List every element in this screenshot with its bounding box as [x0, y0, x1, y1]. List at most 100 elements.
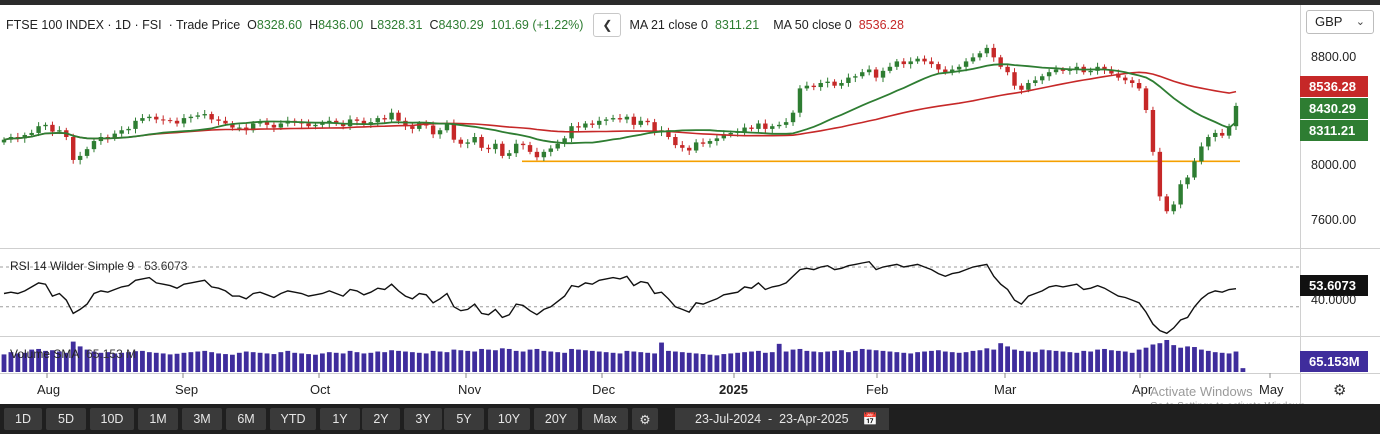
range-settings-gear-icon[interactable]: ⚙: [632, 408, 658, 430]
volume-bar-25: [174, 353, 180, 372]
volume-bar-108: [749, 351, 754, 372]
candle-body-22: [154, 116, 159, 120]
volume-bar-156: [1081, 350, 1087, 372]
month-label-aug: Aug: [37, 382, 61, 397]
rsi-value-tag: 53.6073: [1300, 275, 1368, 296]
volume-bar-22: [153, 352, 159, 372]
candle-body-175: [1213, 132, 1218, 137]
candle-body-159: [1102, 66, 1107, 70]
candle-body-72: [500, 143, 505, 156]
currency-select[interactable]: GBP ⌄: [1306, 10, 1374, 34]
candle-body-139: [963, 61, 969, 67]
price-chart[interactable]: [0, 0, 1380, 404]
volume-bar-133: [922, 351, 927, 372]
candle-body-44: [306, 123, 311, 127]
volume-bar-88: [610, 352, 616, 372]
candle-body-81: [562, 138, 567, 144]
volume-bar-150: [1039, 349, 1045, 372]
volume-bar-81: [562, 352, 568, 372]
volume-bar-11: [77, 346, 83, 372]
candle-body-13: [91, 141, 97, 150]
candle-body-168: [1164, 196, 1169, 212]
volume-bar-40: [278, 352, 284, 372]
volume-bar-121: [839, 350, 844, 372]
volume-bar-153: [1060, 351, 1066, 372]
volume-bar-38: [264, 353, 270, 372]
volume-bar-54: [375, 351, 381, 372]
range-5y-button[interactable]: 5Y: [444, 408, 484, 430]
candle-body-143: [991, 47, 996, 58]
range-6m-button[interactable]: 6M: [226, 408, 266, 430]
volume-sma-value: 65.153 M: [86, 347, 137, 361]
volume-bar-168: [1164, 340, 1170, 372]
volume-bar-84: [582, 350, 588, 372]
candle-body-160: [1109, 69, 1114, 74]
candle-body-172: [1192, 161, 1197, 178]
volume-bar-122: [846, 352, 851, 372]
candle-body-39: [271, 124, 277, 128]
candle-body-119: [825, 81, 830, 83]
candle-body-59: [410, 126, 415, 129]
volume-bar-68: [472, 351, 478, 372]
volume-bar-163: [1129, 352, 1135, 372]
low-label: L: [370, 18, 378, 32]
candle-body-97: [673, 137, 678, 146]
volume-bar-80: [555, 352, 561, 372]
candle-body-104: [721, 134, 727, 139]
candle-body-133: [922, 58, 927, 62]
candle-body-10: [71, 137, 76, 160]
month-label-dec: Dec: [592, 382, 616, 397]
candle-body-23: [160, 119, 166, 121]
rsi-legend: RSI 14 Wilder Simple 9 53.6073: [10, 259, 187, 273]
chevron-left-icon[interactable]: ❮: [593, 13, 622, 37]
volume-bar-94: [652, 353, 658, 372]
volume-bar-173: [1198, 349, 1204, 372]
month-label-nov: Nov: [458, 382, 482, 397]
range-1y-button[interactable]: 1Y: [320, 408, 360, 430]
candle-body-5: [36, 126, 41, 133]
volume-bar-48: [333, 352, 339, 372]
range-10d-button[interactable]: 10D: [90, 408, 134, 430]
gear-icon[interactable]: ⚙: [1333, 382, 1347, 399]
candle-body-78: [541, 151, 547, 158]
range-max-button[interactable]: Max: [582, 408, 628, 430]
calendar-icon[interactable]: 📅: [862, 412, 878, 426]
range-3m-button[interactable]: 3M: [182, 408, 222, 430]
range-5d-button[interactable]: 5D: [46, 408, 86, 430]
volume-bar-120: [832, 350, 837, 372]
volume-bar-7: [50, 350, 55, 372]
candle-body-70: [486, 147, 491, 150]
range-3y-button[interactable]: 3Y: [404, 408, 442, 430]
ma21-value: 8311.21: [714, 18, 760, 32]
open-label: O: [247, 18, 257, 32]
volume-value-tag: 65.153M: [1300, 351, 1368, 372]
volume-bar-136: [942, 351, 948, 372]
candle-body-90: [624, 116, 630, 120]
candle-body-126: [873, 69, 879, 78]
volume-bar-3: [22, 352, 28, 372]
volume-bar-174: [1205, 350, 1211, 372]
volume-bar-43: [299, 353, 305, 372]
candle-body-11: [77, 155, 83, 160]
volume-bar-21: [146, 352, 152, 372]
volume-bar-74: [513, 350, 519, 372]
rsi-level-tick: 40.0000: [1311, 293, 1357, 307]
range-2y-button[interactable]: 2Y: [362, 408, 400, 430]
candle-body-130: [901, 61, 906, 65]
candle-body-152: [1053, 69, 1059, 73]
date-range-picker[interactable]: 23-Jul-2024 - 23-Apr-2025 📅: [675, 408, 889, 430]
volume-bar-77: [534, 348, 540, 372]
price-tick-8800: 8800.00: [1311, 50, 1357, 64]
ma21-line: [3, 63, 1237, 145]
range-10y-button[interactable]: 10Y: [488, 408, 530, 430]
volume-bar-128: [887, 351, 893, 372]
range-20y-button[interactable]: 20Y: [534, 408, 578, 430]
candle-body-123: [853, 76, 858, 78]
range-1d-button[interactable]: 1D: [4, 408, 42, 430]
volume-bar-5: [36, 348, 42, 372]
range-1m-button[interactable]: 1M: [138, 408, 178, 430]
candle-body-142: [984, 47, 990, 54]
range-ytd-button[interactable]: YTD: [270, 408, 316, 430]
volume-bar-52: [361, 353, 367, 372]
candle-body-27: [188, 116, 194, 119]
